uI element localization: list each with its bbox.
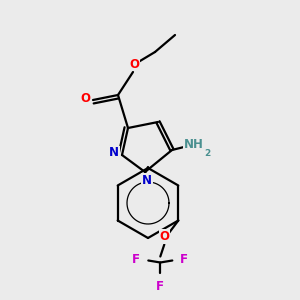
Text: N: N [142, 173, 152, 187]
Text: NH: NH [184, 139, 204, 152]
Text: O: O [129, 58, 139, 70]
Text: F: F [180, 253, 188, 266]
Text: O: O [159, 230, 169, 243]
Text: O: O [80, 92, 90, 106]
Text: F: F [132, 253, 140, 266]
Text: N: N [109, 146, 119, 160]
Text: 2: 2 [204, 148, 210, 158]
Text: F: F [156, 280, 164, 293]
